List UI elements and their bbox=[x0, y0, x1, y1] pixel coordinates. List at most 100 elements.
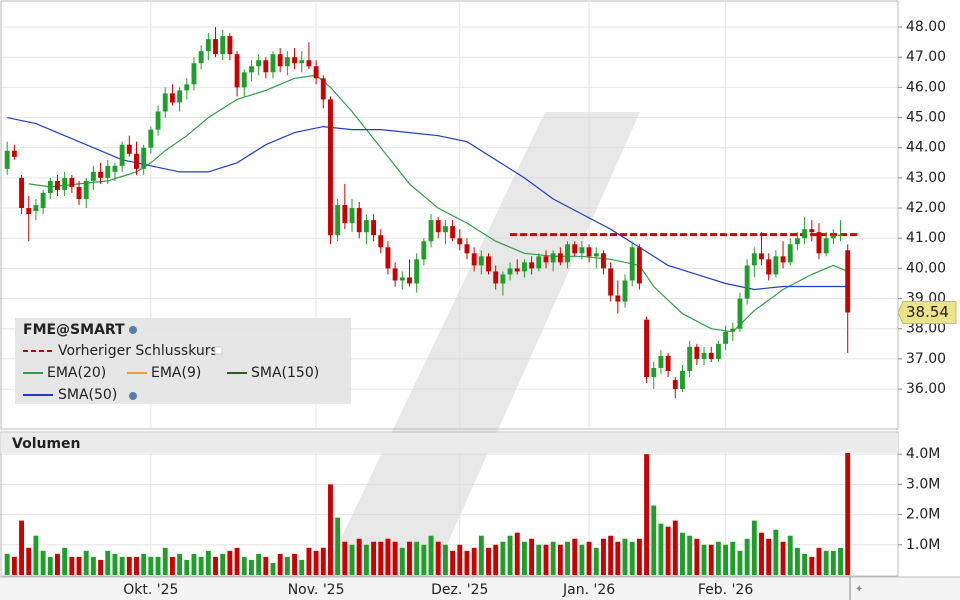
candle-body bbox=[830, 235, 836, 239]
legend-title: FME@SMART bbox=[23, 322, 125, 338]
volume-bar bbox=[407, 541, 412, 575]
volume-bar bbox=[205, 550, 211, 575]
candle-body bbox=[76, 186, 82, 200]
volume-bar bbox=[672, 520, 678, 575]
candle-body bbox=[263, 60, 269, 73]
candle-body bbox=[809, 229, 815, 233]
volume-bar bbox=[234, 547, 240, 575]
candle-body bbox=[780, 256, 786, 263]
candle-body bbox=[134, 153, 139, 169]
y-tick-label: 45.00 bbox=[906, 110, 946, 126]
candle-body bbox=[363, 220, 369, 233]
candle-body bbox=[723, 331, 729, 344]
y-tick-label: 2.0M bbox=[906, 507, 940, 523]
volume-bar bbox=[299, 559, 305, 575]
volume-bar bbox=[644, 454, 650, 575]
volume-bar bbox=[241, 556, 247, 575]
candle-body bbox=[205, 39, 211, 52]
volume-bar bbox=[270, 562, 276, 575]
volume-bar bbox=[421, 544, 427, 575]
volume-bar bbox=[55, 553, 60, 575]
volume-bar bbox=[342, 541, 348, 575]
y-tick-label: 37.00 bbox=[906, 351, 946, 367]
x-tick-label: Dez. '25 bbox=[431, 582, 488, 598]
legend-label: SMA(150) bbox=[251, 365, 319, 381]
volume-bar bbox=[845, 440, 851, 575]
y-tick-label: 43.00 bbox=[906, 170, 946, 186]
candle-body bbox=[47, 180, 53, 193]
volume-bar bbox=[292, 553, 297, 575]
candle-body bbox=[177, 90, 183, 103]
volume-bar bbox=[550, 541, 556, 575]
volume-bar bbox=[134, 556, 139, 575]
candle-body bbox=[248, 66, 254, 73]
candle-body bbox=[90, 171, 96, 181]
candle-body bbox=[256, 60, 262, 67]
candle-body bbox=[766, 259, 772, 275]
candle-body bbox=[514, 268, 520, 272]
volume-bar bbox=[363, 544, 369, 575]
candle-body bbox=[601, 253, 606, 269]
candle-body bbox=[148, 129, 154, 148]
volume-bar bbox=[263, 556, 269, 575]
scroll-icon[interactable]: ✦ bbox=[855, 584, 863, 595]
volume-bar bbox=[169, 556, 175, 575]
candle-body bbox=[680, 370, 685, 390]
volume-bar bbox=[557, 544, 563, 575]
volume-bar bbox=[428, 535, 434, 575]
candle-body bbox=[11, 150, 17, 157]
candle-body bbox=[457, 238, 463, 245]
candle-body bbox=[665, 355, 671, 371]
candle-body bbox=[191, 63, 197, 85]
candle-body bbox=[672, 380, 678, 390]
candle-body bbox=[227, 36, 233, 55]
candle-body bbox=[794, 238, 800, 245]
y-tick-label: 48.00 bbox=[906, 19, 946, 35]
candle-body bbox=[687, 346, 693, 371]
volume-bar bbox=[529, 538, 535, 575]
volume-bar bbox=[478, 535, 484, 575]
volume-bar bbox=[665, 526, 671, 575]
legend-checkbox[interactable] bbox=[214, 346, 223, 355]
candle-body bbox=[565, 244, 570, 263]
y-tick-label: 3.0M bbox=[906, 476, 940, 492]
volume-bar bbox=[90, 556, 96, 575]
volume-bar bbox=[565, 541, 570, 575]
ma-line bbox=[28, 74, 848, 333]
volume-bar bbox=[601, 538, 606, 575]
candle-body bbox=[26, 208, 32, 215]
volume-bar bbox=[105, 550, 111, 575]
volume-bar bbox=[759, 532, 764, 575]
volume-bar bbox=[593, 547, 599, 575]
candle-body bbox=[557, 253, 563, 263]
settings-icon[interactable] bbox=[129, 326, 137, 334]
candle-body bbox=[378, 235, 384, 248]
candle-body bbox=[615, 295, 621, 302]
settings-icon[interactable] bbox=[129, 392, 137, 400]
candle-body bbox=[838, 234, 843, 237]
candle-body bbox=[550, 253, 556, 263]
volume-bar bbox=[248, 559, 254, 575]
legend-label: SMA(50) bbox=[58, 387, 117, 403]
candle-body bbox=[112, 165, 118, 172]
volume-bar bbox=[220, 553, 226, 575]
legend-label: Vorheriger Schlusskurs bbox=[58, 343, 218, 359]
candle-body bbox=[33, 205, 39, 212]
y-tick-label: 41.00 bbox=[906, 230, 946, 246]
volume-bar bbox=[392, 541, 398, 575]
candle-body bbox=[162, 93, 168, 112]
candle-body bbox=[407, 277, 412, 284]
candle-body bbox=[536, 256, 542, 269]
y-tick-label: 46.00 bbox=[906, 79, 946, 95]
candle-body bbox=[292, 57, 297, 64]
price-plot bbox=[4, 27, 858, 399]
candle-body bbox=[737, 298, 743, 329]
candle-body bbox=[83, 180, 89, 200]
candle-body bbox=[356, 208, 362, 233]
volume-bar bbox=[155, 556, 161, 575]
candle-body bbox=[608, 268, 614, 296]
legend-label: EMA(20) bbox=[47, 365, 106, 381]
volume-bar bbox=[701, 544, 707, 575]
legend: FME@SMART Vorheriger Schlusskurs EMA(20)… bbox=[15, 318, 351, 404]
